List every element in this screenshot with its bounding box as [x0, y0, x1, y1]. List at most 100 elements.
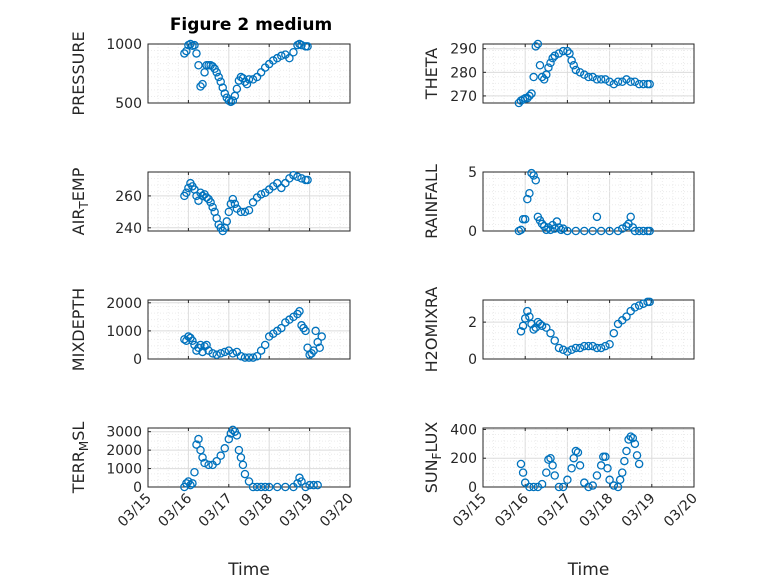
x-tick-label: 03/18	[577, 491, 617, 531]
data-point	[224, 434, 234, 444]
axes-box	[147, 43, 351, 104]
x-tick-label: 03/15	[115, 491, 155, 531]
y-tick-label: 0	[133, 352, 142, 368]
data-point	[584, 341, 593, 351]
data-point	[537, 479, 547, 489]
data-point	[260, 340, 270, 350]
data-point	[520, 214, 530, 224]
y-axis-label-subscript: T	[77, 201, 91, 210]
subplot-8: 0 200 400 SUNFLUX 03/15 03/16 03/17 03/18 03/19 0…	[422, 422, 701, 580]
y-axis-label: SUNFLUX	[422, 422, 444, 494]
data-point	[238, 460, 248, 470]
data-point	[558, 345, 568, 355]
data-point	[305, 480, 314, 490]
y-tick-label: 2000	[106, 443, 142, 459]
y-tick-label: 400	[450, 422, 477, 438]
y-axis-label-part: SUN	[422, 459, 441, 493]
plot-area	[483, 172, 694, 231]
data-point	[529, 171, 538, 180]
data-point	[596, 343, 606, 353]
figure-title: Figure 2 medium	[170, 15, 332, 35]
subplot-4: 0 5 RAINFALL	[422, 164, 695, 240]
data-point	[613, 77, 623, 87]
y-axis-label-part: SL	[69, 422, 88, 441]
x-tick-label: 03/20	[317, 491, 357, 531]
data-point	[184, 183, 193, 193]
data-point	[240, 207, 250, 217]
data-point	[527, 168, 536, 178]
data-point	[592, 471, 602, 480]
data-point	[244, 75, 254, 84]
data-point	[297, 477, 306, 486]
y-tick-label: 1000	[106, 462, 142, 478]
x-tick-label: 03/20	[661, 491, 701, 531]
data-point	[588, 481, 597, 490]
data-point	[293, 479, 302, 488]
y-tick-label: 3000	[106, 425, 142, 441]
axes-box	[482, 43, 695, 104]
data-point	[252, 351, 262, 361]
data-point	[620, 456, 629, 466]
data-point	[520, 478, 530, 487]
y-tick-label: 500	[115, 96, 142, 112]
y-tick-label: 5	[468, 165, 477, 181]
data-point	[535, 319, 545, 329]
data-point	[301, 326, 310, 336]
data-point	[264, 482, 274, 492]
y-tick-label: 0	[468, 352, 477, 368]
data-point	[204, 460, 213, 470]
data-point	[317, 332, 326, 341]
data-point	[518, 468, 528, 477]
data-point	[198, 347, 207, 357]
data-point	[588, 341, 597, 351]
data-point	[588, 72, 597, 82]
data-point	[546, 58, 555, 68]
y-tick-label: 0	[468, 480, 477, 496]
data-point	[244, 477, 254, 486]
data-point	[630, 303, 640, 312]
data-point	[523, 306, 532, 316]
y-axis-label-subscript: M	[77, 441, 91, 451]
x-tick-label: 03/17	[196, 491, 236, 531]
data-point	[518, 321, 528, 331]
y-axis-label-part: THETA	[422, 48, 441, 100]
subplot-1: 500 1000 PRESSURE	[69, 31, 351, 116]
data-point	[244, 353, 254, 362]
data-point	[527, 89, 536, 98]
data-point	[554, 343, 564, 353]
data-point	[563, 475, 572, 485]
data-point	[550, 336, 559, 345]
data-point	[592, 212, 602, 222]
data-point	[632, 451, 642, 460]
data-point	[554, 49, 564, 58]
y-tick-label: 200	[450, 451, 477, 467]
data-point	[634, 301, 644, 310]
data-point	[645, 297, 654, 307]
data-point	[588, 226, 597, 236]
x-tick-label: 03/18	[236, 491, 276, 531]
data-point	[634, 79, 644, 89]
data-point	[639, 226, 648, 236]
y-tick-label: 270	[450, 89, 477, 105]
data-point	[634, 459, 644, 469]
data-point	[198, 79, 207, 89]
data-point	[544, 223, 553, 232]
subplot-2: 270 280 290 THETA	[422, 39, 695, 108]
data-point	[634, 226, 644, 236]
data-point	[303, 42, 312, 51]
y-axis-label-part: AIR	[69, 209, 88, 236]
data-point	[295, 306, 304, 316]
data-point	[289, 170, 298, 180]
data-point	[188, 336, 197, 345]
data-point	[212, 456, 221, 466]
x-tick-label: 03/15	[450, 491, 490, 531]
data-point	[194, 434, 203, 444]
data-point	[240, 353, 250, 362]
data-point	[618, 224, 627, 233]
data-point	[558, 482, 568, 492]
data-point	[214, 72, 223, 82]
data-point	[293, 172, 302, 182]
data-point	[192, 440, 201, 449]
data-point	[529, 482, 538, 492]
